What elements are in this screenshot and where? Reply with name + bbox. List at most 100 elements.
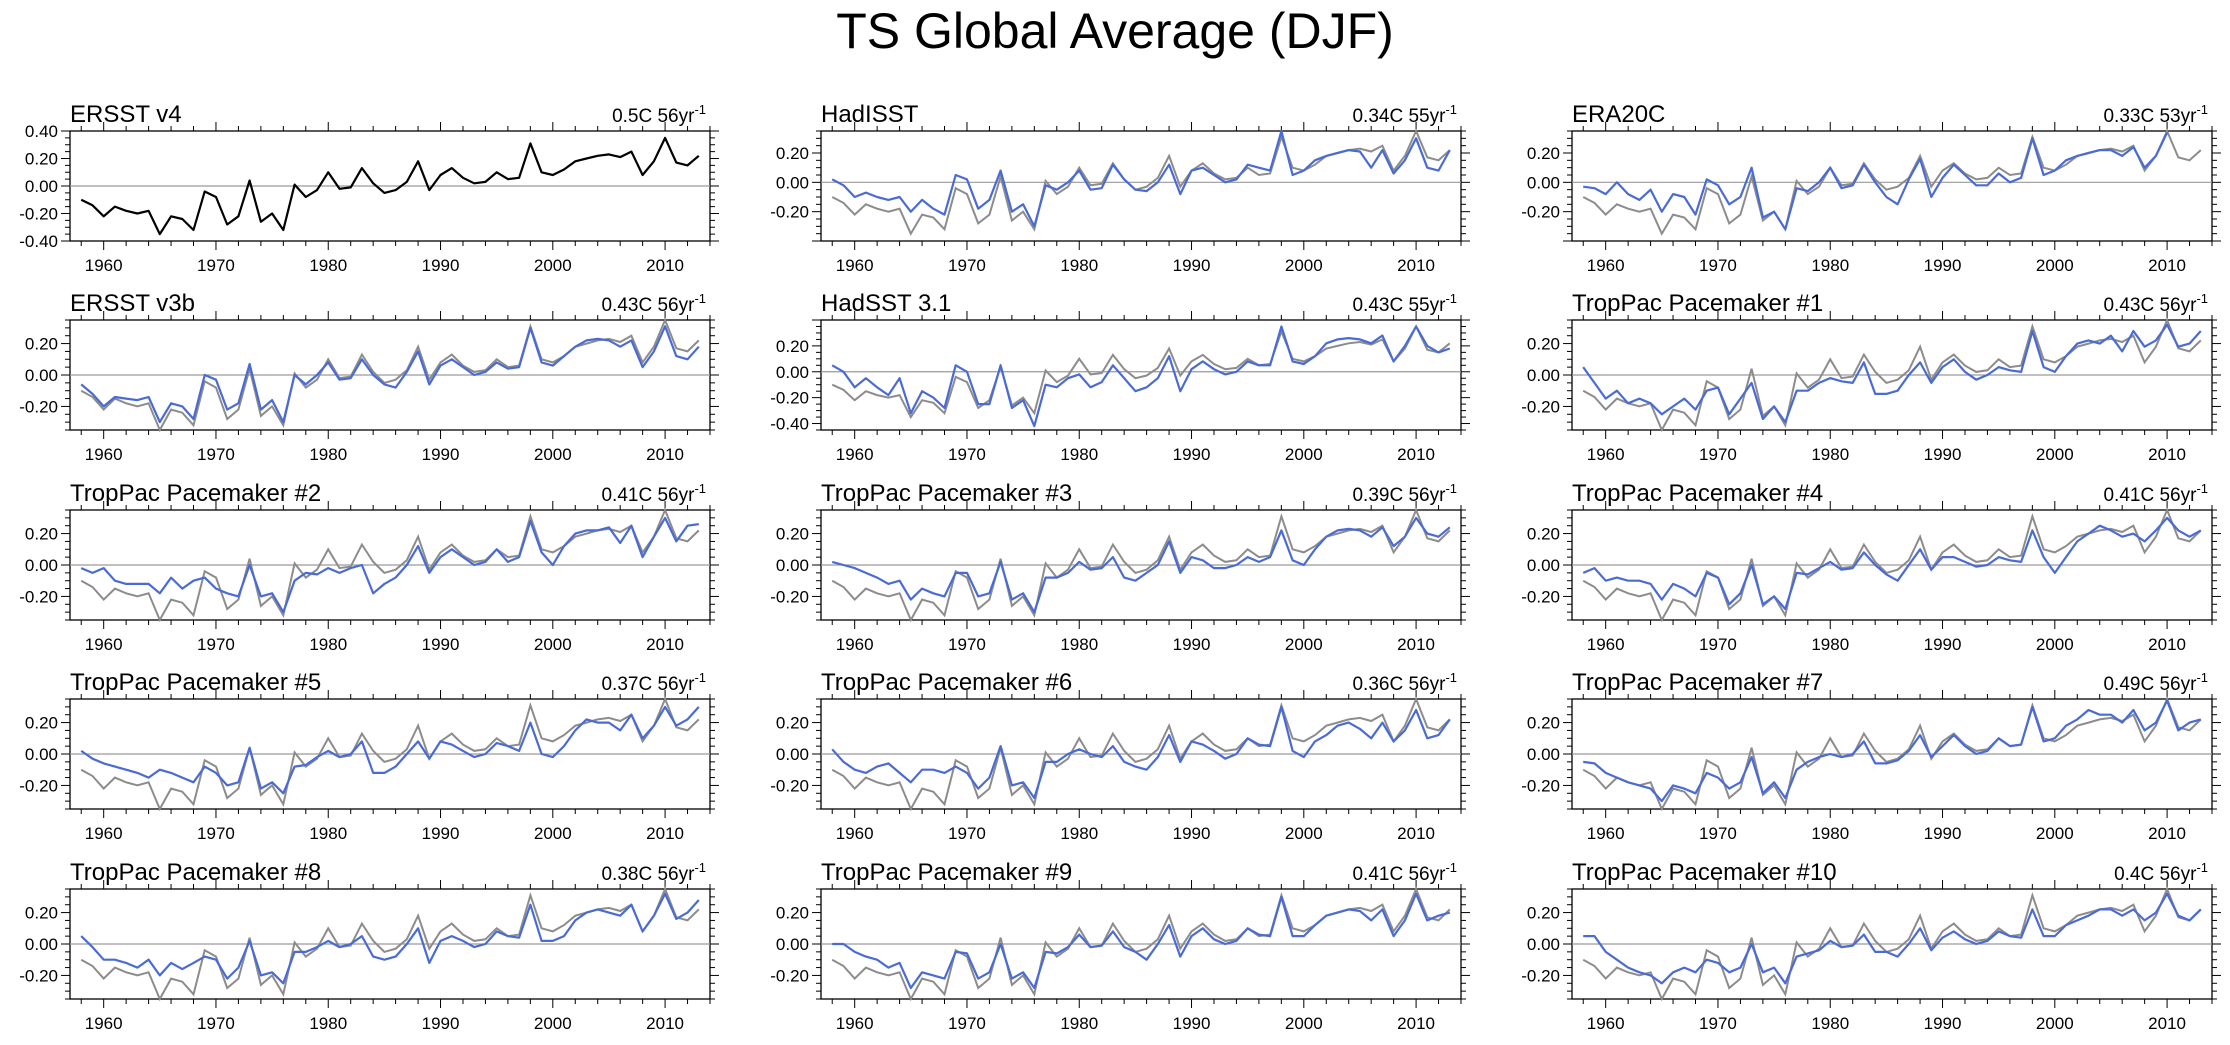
panel-9-xtick-label: 1980 <box>1811 635 1849 654</box>
panel-3-ytick-label: -0.20 <box>1521 203 1560 222</box>
panel-15-ytick-label: 0.00 <box>1527 935 1560 954</box>
panel-5-xtick-label: 2010 <box>1397 445 1435 464</box>
panel-8-xtick-label: 1960 <box>836 635 874 654</box>
panel-9-title: TropPac Pacemaker #4 <box>1572 480 1823 507</box>
panel-13-ytick-label: -0.20 <box>19 966 58 985</box>
panel-7-xtick-label: 1980 <box>309 635 347 654</box>
panel-2-xtick-label: 1980 <box>1060 256 1098 275</box>
panel-10-trend: 0.37C 56yr-1 <box>601 670 706 695</box>
panel-8-xtick-label: 1980 <box>1060 635 1098 654</box>
panel-12-xtick-label: 2010 <box>2148 824 2186 843</box>
panel-4-xtick-label: 1980 <box>309 445 347 464</box>
panel-2-frame <box>820 130 1462 242</box>
panel-10-xtick-label: 2000 <box>534 824 572 843</box>
panel-12-xtick-label: 1990 <box>1924 824 1962 843</box>
panel-7-xtick-label: 1970 <box>197 635 235 654</box>
panel-1-xtick-label: 2000 <box>534 256 572 275</box>
panel-4-series-line <box>80 325 700 424</box>
panel-2-xtick-label: 1990 <box>1173 256 1211 275</box>
panel-1-trend: 0.5C 56yr-1 <box>612 102 706 127</box>
panel-6-trend-exponent: -1 <box>2196 291 2208 306</box>
panel-10-xtick-label: 1990 <box>422 824 460 843</box>
panel-3-ytick-label: 0.20 <box>1527 144 1560 163</box>
panel-9-xtick-label: 2000 <box>2036 635 2074 654</box>
panel-4-trend-exponent: -1 <box>694 291 706 306</box>
panel-10: TropPac Pacemaker #5 0.37C 56yr-1 1960 1970… <box>19 669 719 843</box>
panel-5-title: HadSST 3.1 <box>821 290 951 317</box>
panel-3-xtick-label: 2010 <box>2148 256 2186 275</box>
panel-15-xtick-label: 1970 <box>1699 1014 1737 1033</box>
panel-4-xtick-label: 1970 <box>197 445 235 464</box>
panel-7-xtick-label: 1960 <box>85 635 123 654</box>
panel-8-ytick-label: -0.20 <box>770 587 809 606</box>
panel-4-title: ERSST v3b <box>70 290 195 317</box>
panel-2-xtick-label: 1960 <box>836 256 874 275</box>
panel-6-xtick-label: 2000 <box>2036 445 2074 464</box>
panel-12-ytick-label: 0.00 <box>1527 745 1560 764</box>
panel-13-xtick-label: 2010 <box>646 1014 684 1033</box>
panel-13-xtick-label: 1960 <box>85 1014 123 1033</box>
panel-10-trend-exponent: -1 <box>694 670 706 685</box>
panel-11-xtick-label: 2010 <box>1397 824 1435 843</box>
panel-15: TropPac Pacemaker #10 0.4C 56yr-1 1960 1970… <box>1521 859 2221 1033</box>
panel-9-ytick-label: 0.20 <box>1527 525 1560 544</box>
panel-13-xtick-label: 1970 <box>197 1014 235 1033</box>
panel-2-xtick-label: 1970 <box>948 256 986 275</box>
panel-10-series-line <box>80 705 700 795</box>
panel-12-ytick-label: 0.20 <box>1527 714 1560 733</box>
panel-9-xtick-label: 1970 <box>1699 635 1737 654</box>
panel-13-trend-exponent: -1 <box>694 860 706 875</box>
panel-13-ytick-label: 0.20 <box>25 904 58 923</box>
panel-10-xtick-label: 2010 <box>646 824 684 843</box>
panel-14-xtick-label: 1960 <box>836 1014 874 1033</box>
panel-9-reference-line <box>1582 507 2202 623</box>
panel-14-ytick-label: 0.00 <box>776 935 809 954</box>
panel-11-series-line <box>831 705 1451 800</box>
panel-4-ytick-label: 0.00 <box>25 366 58 385</box>
panel-5-series-line <box>831 325 1451 428</box>
panel-1-ytick-label: -0.40 <box>19 232 58 251</box>
panel-2-trend-exponent: -1 <box>1445 102 1457 117</box>
panel-5-ytick-label: -0.20 <box>770 389 809 408</box>
panel-5-xtick-label: 2000 <box>1285 445 1323 464</box>
panel-3-xtick-label: 1960 <box>1587 256 1625 275</box>
panel-6-xtick-label: 1960 <box>1587 445 1625 464</box>
panel-14-series-line <box>832 892 1451 990</box>
panel-4: ERSST v3b 0.43C 56yr-1 1960 1970 1980 1990 200… <box>19 290 719 464</box>
panel-3-xtick-label: 1980 <box>1811 256 1849 275</box>
panel-13: TropPac Pacemaker #8 0.38C 56yr-1 1960 1970… <box>19 859 719 1033</box>
panel-14-trend: 0.41C 56yr-1 <box>1352 860 1457 885</box>
panel-3-ytick-label: 0.00 <box>1527 173 1560 192</box>
panel-9-ytick-label: 0.00 <box>1527 556 1560 575</box>
panel-14-ytick-label: -0.20 <box>770 966 809 985</box>
panel-7-ytick-label: 0.00 <box>25 556 58 575</box>
panel-4-xtick-label: 2010 <box>646 445 684 464</box>
panel-8-xtick-label: 2000 <box>1285 635 1323 654</box>
panel-2-title: HadISST <box>821 101 919 128</box>
panel-1-trend-exponent: -1 <box>694 102 706 117</box>
panel-11-xtick-label: 2000 <box>1285 824 1323 843</box>
panel-9-xtick-label: 1990 <box>1924 635 1962 654</box>
panel-15-xtick-label: 1980 <box>1811 1014 1849 1033</box>
panel-14-xtick-label: 2000 <box>1285 1014 1323 1033</box>
panel-9-series-line <box>1582 516 2202 611</box>
panel-6: TropPac Pacemaker #1 0.43C 56yr-1 1960 1970… <box>1521 290 2221 464</box>
panel-13-trend: 0.38C 56yr-1 <box>601 860 706 885</box>
panel-14-xtick-label: 1990 <box>1173 1014 1211 1033</box>
panel-5-reference-line <box>831 324 1451 420</box>
panel-11-trend-exponent: -1 <box>1445 670 1457 685</box>
panel-7-ytick-label: 0.20 <box>25 525 58 544</box>
panel-15-xtick-label: 2010 <box>2148 1014 2186 1033</box>
panel-4-xtick-label: 1990 <box>422 445 460 464</box>
panel-10-ytick-label: 0.20 <box>25 714 58 733</box>
panel-15-ytick-label: 0.20 <box>1527 904 1560 923</box>
panel-12-title: TropPac Pacemaker #7 <box>1572 669 1823 696</box>
panel-4-reference-line <box>80 317 700 433</box>
panel-10-xtick-label: 1980 <box>309 824 347 843</box>
panel-15-ytick-label: -0.20 <box>1521 966 1560 985</box>
panel-1-xtick-label: 1980 <box>309 256 347 275</box>
panel-5-ytick-label: 0.20 <box>776 337 809 356</box>
panel-1-title: ERSST v4 <box>70 101 182 128</box>
panel-9-ytick-label: -0.20 <box>1521 587 1560 606</box>
panel-8-xtick-label: 1970 <box>948 635 986 654</box>
